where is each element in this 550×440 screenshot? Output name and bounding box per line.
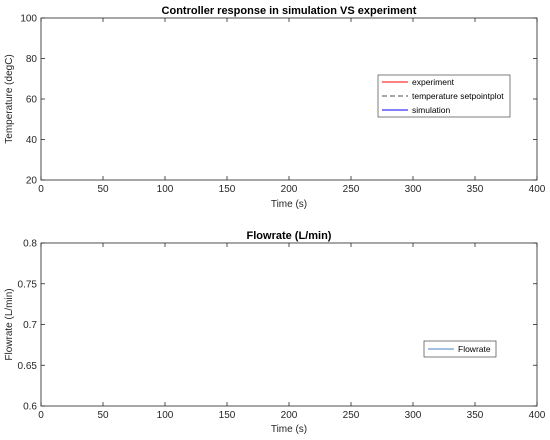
y-tick-label: 0.65 [18, 361, 38, 372]
x-tick-label: 0 [38, 410, 44, 421]
x-tick-label: 350 [467, 184, 484, 195]
axes-frame [40, 242, 538, 407]
y-tick-label: 60 [26, 95, 38, 106]
x-tick-label: 250 [343, 410, 360, 421]
x-tick-label: 50 [97, 184, 109, 195]
x-tick-label: 300 [405, 184, 422, 195]
legend-label: simulation [412, 105, 451, 115]
flowrate-chart: 0 50 100 150 200 250 300 350 400 0.6 0.65 0.7 0.75 0.… [4, 230, 546, 435]
x-tick-label: 50 [97, 410, 109, 421]
x-tick-label: 150 [219, 184, 236, 195]
legend-box [423, 340, 497, 358]
legend-label: experiment [412, 77, 455, 87]
legend: Flowrate [423, 340, 497, 358]
legend: experiment temperature setpointplot simula… [377, 74, 511, 118]
y-tick-label: 0.7 [23, 320, 37, 331]
x-tick-label: 150 [219, 410, 236, 421]
x-tick-label: 100 [157, 410, 174, 421]
x-tick-label: 350 [467, 410, 484, 421]
x-tick-label: 100 [157, 184, 174, 195]
x-tick-label: 300 [405, 410, 422, 421]
chart-title: Controller response in simulation VS exp… [162, 5, 417, 17]
x-axis-label: Time (s) [271, 424, 307, 435]
y-tick-label: 0.6 [23, 402, 37, 413]
legend-label: temperature setpointplot [412, 91, 504, 101]
y-tick-label: 0.75 [18, 279, 38, 290]
x-tick-label: 250 [343, 184, 360, 195]
temperature-chart: 0 50 100 150 200 250 300 350 400 20 40 60 80 100 Contr… [4, 5, 546, 210]
y-tick-label: 100 [20, 14, 37, 25]
legend-label: Flowrate [458, 344, 491, 354]
x-axis-label: Time (s) [271, 199, 307, 210]
y-tick-label: 80 [26, 54, 38, 65]
x-tick-label: 200 [281, 184, 298, 195]
y-tick-label: 40 [26, 135, 38, 146]
x-tick-label: 0 [38, 184, 44, 195]
y-axis-label: Temperature (degC) [4, 54, 15, 143]
x-tick-label: 200 [281, 410, 298, 421]
x-tick-label: 400 [529, 410, 546, 421]
x-tick-label: 400 [529, 184, 546, 195]
y-axis-label: Flowrate (L/min) [4, 288, 15, 360]
y-tick-label: 0.8 [23, 239, 37, 250]
chart-title: Flowrate (L/min) [247, 230, 332, 242]
y-tick-label: 20 [26, 176, 38, 187]
